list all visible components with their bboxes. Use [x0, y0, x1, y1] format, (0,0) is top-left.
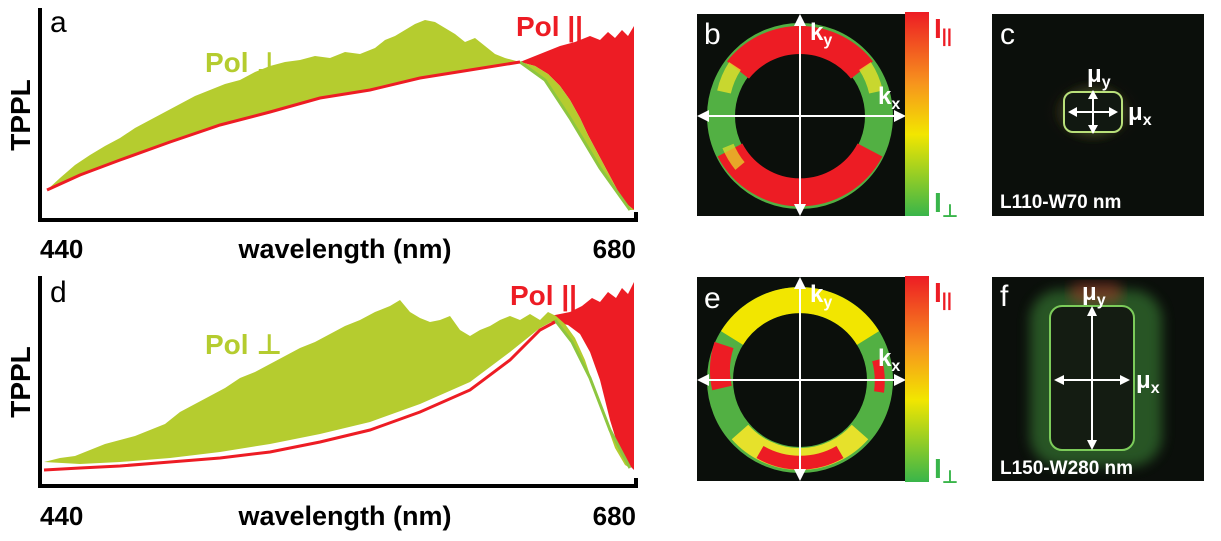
nearfield-panel-c: μy μx c L110-W70 nm	[992, 14, 1204, 216]
ring-yellow-bl-b	[722, 143, 745, 170]
pol-par-fill-d	[540, 282, 634, 470]
muy-label-f: μy	[1082, 279, 1106, 309]
ring-red-left-e	[710, 341, 734, 391]
size-label-c: L110-W70 nm	[1000, 192, 1121, 213]
mux-label-c: μx	[1128, 99, 1152, 129]
glow-red-top-f	[1070, 282, 1122, 304]
legend-par-a: Pol ||	[516, 11, 583, 42]
ky-arrow-down-e	[794, 469, 806, 481]
size-label-f: L150-W280 nm	[1000, 458, 1133, 479]
kx-arrow-right-b	[894, 110, 906, 122]
colorbar-e	[905, 276, 929, 482]
kx-label-b: kx	[878, 83, 900, 113]
ring-yellow-left-b	[717, 62, 742, 94]
panel-label-a: a	[50, 6, 67, 39]
cbar-bottom-label-b: I⊥	[934, 187, 958, 221]
pol-perp-edge-a	[519, 60, 632, 211]
cbar-top-label-e: I||	[934, 277, 952, 310]
ring-yellow-right-b	[858, 62, 883, 94]
ky-arrow-down-b	[794, 204, 806, 216]
legend-perp-a: Pol ⊥	[205, 47, 282, 78]
xtick-440-d: 440	[40, 501, 83, 531]
mux-label-f: μx	[1136, 367, 1160, 397]
pol-par-fill-a	[520, 26, 634, 210]
fourier-panel-b: ky kx b I|| I⊥	[697, 12, 958, 221]
pol-perp-fill-a	[47, 20, 634, 210]
panel-label-d: d	[50, 276, 67, 309]
colorbar-b	[905, 12, 929, 216]
pol-par-line-a	[46, 60, 521, 192]
cbar-top-label-b: I||	[934, 13, 952, 46]
panel-label-b: b	[704, 18, 721, 51]
kx-label-e: kx	[878, 345, 900, 375]
ylabel-d: TPPL	[5, 346, 36, 418]
mux-head-left-c	[1068, 107, 1077, 117]
xlabel-d: wavelength (nm)	[237, 501, 451, 531]
legend-par-d: Pol ||	[510, 280, 577, 311]
xtick-440-a: 440	[40, 234, 83, 264]
kx-arrow-left-e	[697, 374, 709, 386]
nearfield-panel-f: μy μx f L150-W280 nm	[992, 277, 1204, 481]
ky-arrow-up-b	[794, 14, 806, 26]
muy-head-down-f	[1087, 440, 1097, 450]
panel-label-c: c	[1000, 18, 1015, 51]
xtick-680-d: 680	[593, 501, 636, 531]
mux-head-right-c	[1109, 107, 1118, 117]
mux-head-left-f	[1054, 375, 1064, 385]
pol-perp-edge-d	[553, 319, 632, 469]
muy-head-up-c	[1088, 90, 1098, 99]
panel-label-e: e	[704, 282, 721, 315]
muy-head-up-f	[1087, 306, 1097, 316]
kx-arrow-left-b	[697, 110, 709, 122]
mux-head-right-f	[1120, 375, 1130, 385]
ring-red-right-e	[872, 358, 885, 393]
ky-label-e: ky	[810, 281, 832, 311]
kx-arrow-right-e	[894, 374, 906, 386]
xlabel-a: wavelength (nm)	[237, 234, 451, 264]
pol-perp-fill-d	[44, 300, 630, 468]
panel-label-f: f	[1000, 280, 1009, 313]
muy-head-down-c	[1088, 125, 1098, 134]
spectrum-panel-a: a TPPL 440 680 wavelength (nm) Pol ⊥ Pol…	[5, 6, 638, 264]
pol-par-line-d	[43, 320, 556, 472]
cbar-bottom-label-e: I⊥	[934, 453, 958, 487]
xtick-680-a: 680	[593, 234, 636, 264]
legend-perp-d: Pol ⊥	[205, 329, 282, 360]
ylabel-a: TPPL	[5, 79, 36, 151]
muy-label-c: μy	[1087, 61, 1111, 91]
ky-arrow-up-e	[794, 277, 806, 289]
ky-label-b: ky	[810, 19, 832, 49]
fourier-panel-e: ky kx e I|| I⊥	[697, 276, 958, 487]
spectrum-panel-d: d TPPL 440 680 wavelength (nm) Pol ⊥ Pol…	[5, 276, 638, 531]
